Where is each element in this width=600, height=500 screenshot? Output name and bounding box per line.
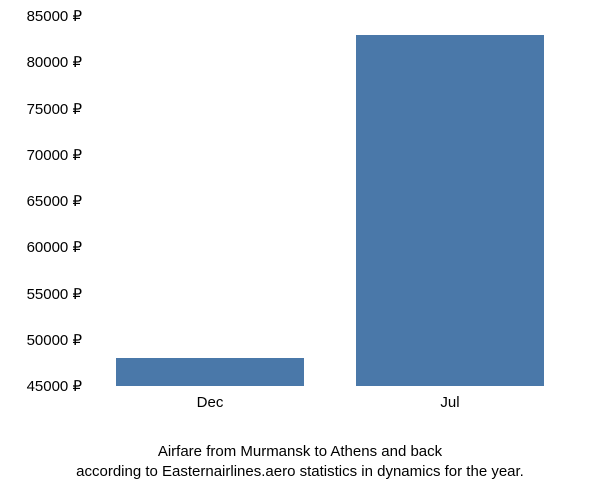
y-tick-label: 55000 ₽: [27, 285, 90, 303]
airfare-bar-chart: 45000 ₽ 50000 ₽ 55000 ₽ 60000 ₽ 65000 ₽ 70000…: [0, 0, 600, 500]
y-tick-label: 60000 ₽: [27, 238, 90, 256]
chart-caption: Airfare from Murmansk to Athens and back…: [0, 442, 600, 483]
bar: [116, 358, 303, 386]
y-tick-label: 50000 ₽: [27, 331, 90, 349]
y-tick-label: 70000 ₽: [27, 146, 90, 164]
caption-line-1: Airfare from Murmansk to Athens and back: [158, 443, 442, 460]
x-tick-label: Dec: [197, 386, 224, 411]
y-tick-label: 80000 ₽: [27, 53, 90, 71]
caption-line-2: according to Easternairlines.aero statis…: [76, 463, 524, 480]
y-tick-label: 85000 ₽: [27, 7, 90, 25]
y-tick-label: 45000 ₽: [27, 377, 90, 395]
x-tick-label: Jul: [440, 386, 459, 411]
plot-area: 45000 ₽50000 ₽55000 ₽60000 ₽65000 ₽70000…: [90, 16, 570, 386]
y-tick-label: 65000 ₽: [27, 192, 90, 210]
y-tick-label: 75000 ₽: [27, 100, 90, 118]
bar: [356, 35, 543, 387]
